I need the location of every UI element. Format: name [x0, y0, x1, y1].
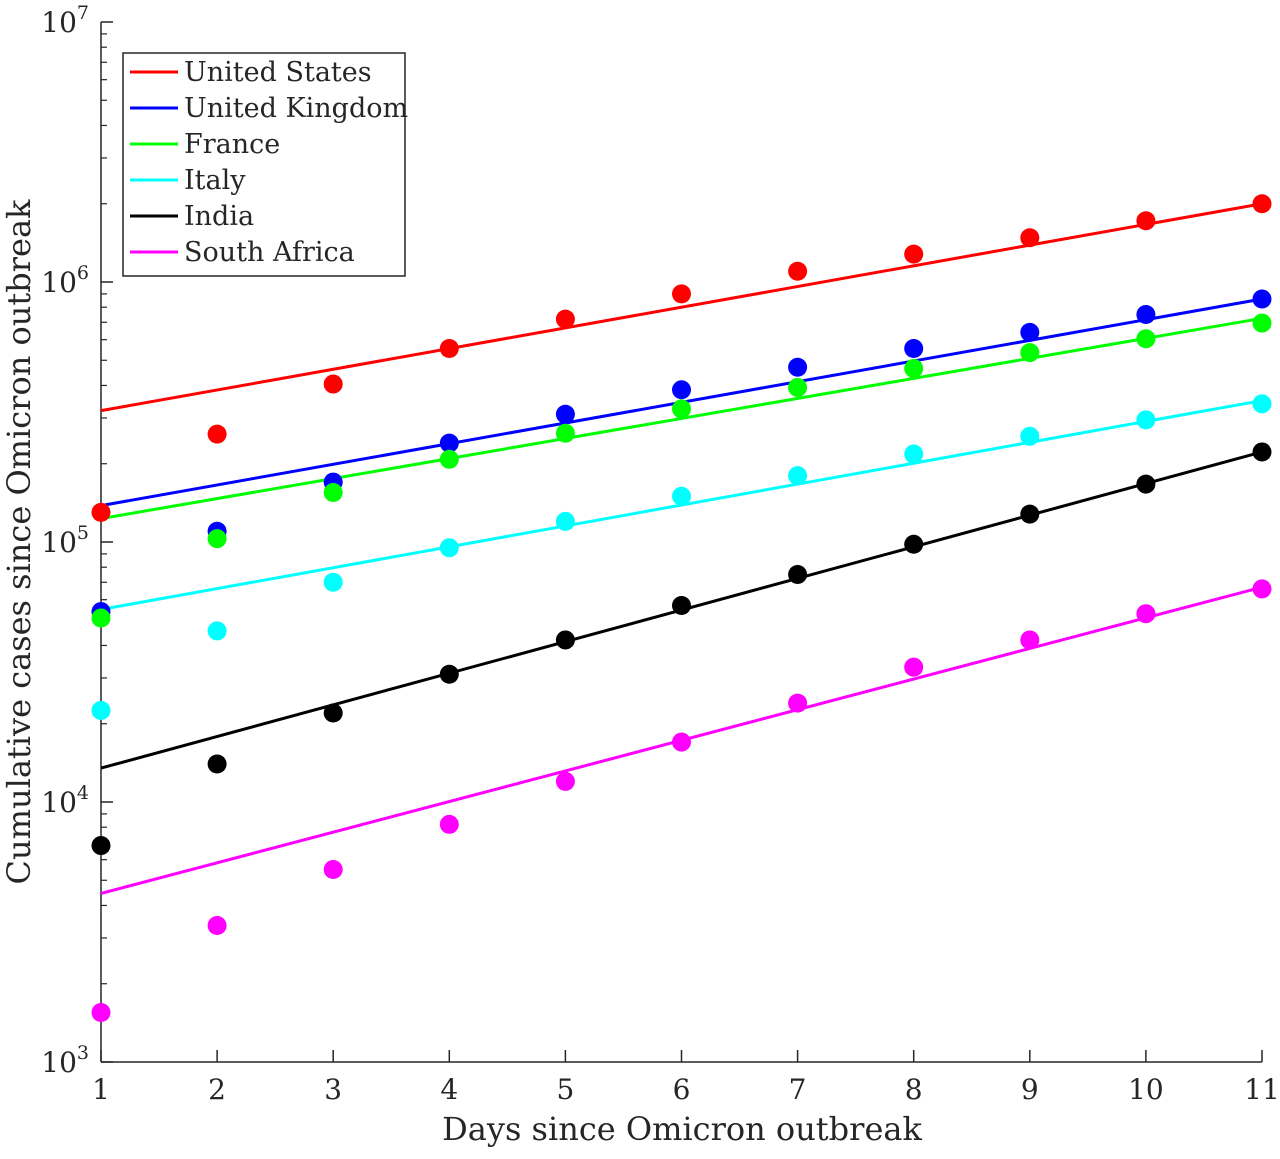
data-point-france — [904, 358, 924, 378]
data-point-south-africa — [1252, 579, 1272, 599]
data-point-south-africa — [323, 860, 343, 880]
data-point-india — [91, 836, 111, 856]
data-point-italy — [1020, 426, 1040, 446]
fit-lines — [100, 202, 1263, 895]
axes: 1 2 3 4 5 6 7 8 9 10 11 103 104 105 106 107 — [41, 2, 1280, 1106]
x-tick-label: 5 — [556, 1073, 574, 1106]
data-point-united-states — [91, 502, 111, 522]
data-point-italy — [904, 444, 924, 464]
legend-label: India — [184, 201, 254, 232]
legend-label: United States — [184, 57, 372, 88]
x-tick-label: 3 — [324, 1073, 342, 1106]
data-point-united-states — [788, 261, 808, 281]
legend-box — [122, 52, 406, 277]
data-point-italy — [788, 466, 808, 486]
data-point-united-kingdom — [904, 338, 924, 358]
fit-line-united-states — [100, 202, 1263, 413]
data-point-india — [1252, 442, 1272, 462]
data-point-india — [1136, 474, 1156, 494]
x-tick-label: 2 — [208, 1073, 226, 1106]
y-axis-label: Cumulative cases since Omicron outbreak — [0, 199, 38, 885]
fit-line-france — [100, 316, 1263, 521]
x-tick-label: 4 — [440, 1073, 458, 1106]
data-point-italy — [555, 511, 575, 531]
data-point-italy — [207, 621, 227, 641]
data-point-south-africa — [91, 1003, 111, 1023]
data-point-united-states — [672, 284, 691, 304]
x-tick-label: 9 — [1021, 1073, 1039, 1106]
data-point-france — [91, 608, 111, 628]
data-point-south-africa — [1020, 630, 1040, 650]
data-point-united-kingdom — [1136, 304, 1156, 324]
data-point-united-states — [1020, 228, 1040, 248]
x-tick-label: 6 — [673, 1073, 691, 1106]
data-point-united-kingdom — [439, 433, 459, 453]
data-point-india — [439, 664, 459, 684]
data-point-france — [555, 423, 575, 443]
data-point-india — [323, 703, 343, 723]
legend-label: United Kingdom — [184, 93, 408, 124]
data-point-south-africa — [555, 771, 575, 791]
data-point-france — [672, 399, 691, 419]
data-point-italy — [439, 538, 459, 558]
data-point-united-states — [207, 424, 227, 444]
data-point-italy — [1136, 410, 1156, 430]
data-point-india — [788, 564, 808, 584]
data-point-france — [439, 449, 459, 469]
y-tick-label: 106 — [41, 262, 89, 299]
data-point-south-africa — [207, 915, 227, 935]
x-tick-label: 1 — [92, 1073, 110, 1106]
data-point-france — [1252, 313, 1272, 333]
y-tick-label: 105 — [41, 522, 89, 559]
data-point-united-kingdom — [1020, 322, 1040, 342]
data-point-south-africa — [439, 814, 459, 834]
data-point-india — [1020, 504, 1040, 524]
data-point-united-states — [1252, 194, 1272, 214]
legend-label: South Africa — [184, 237, 355, 268]
legend-label: France — [184, 129, 280, 160]
data-point-united-states — [904, 244, 924, 264]
data-point-south-africa — [788, 693, 808, 713]
data-point-italy — [672, 486, 691, 506]
data-point-south-africa — [672, 732, 691, 752]
legend: United States United Kingdom France Italy In… — [122, 52, 408, 277]
data-point-italy — [91, 700, 111, 720]
data-point-united-states — [1136, 211, 1156, 231]
data-points — [91, 194, 1272, 1023]
data-point-united-kingdom — [555, 404, 575, 424]
data-point-france — [323, 483, 343, 503]
data-point-united-kingdom — [672, 380, 691, 400]
data-point-india — [207, 754, 227, 774]
data-point-france — [207, 529, 227, 549]
data-point-united-kingdom — [788, 357, 808, 377]
data-point-france — [1020, 343, 1040, 363]
data-point-south-africa — [904, 657, 924, 677]
legend-label: Italy — [184, 165, 246, 196]
y-tick-label: 103 — [41, 1042, 89, 1079]
x-tick-label: 11 — [1244, 1073, 1280, 1106]
data-point-france — [788, 377, 808, 397]
data-point-united-kingdom — [1252, 289, 1272, 309]
data-point-italy — [323, 572, 343, 592]
data-point-india — [672, 595, 691, 615]
data-point-italy — [1252, 394, 1272, 414]
data-point-south-africa — [1136, 604, 1156, 624]
data-point-france — [1136, 329, 1156, 349]
data-point-united-states — [323, 374, 343, 394]
data-point-united-states — [555, 309, 575, 329]
x-tick-label: 10 — [1128, 1073, 1164, 1106]
x-axis-label: Days since Omicron outbreak — [442, 1110, 922, 1148]
y-tick-label: 104 — [41, 782, 89, 819]
data-point-united-states — [439, 338, 459, 358]
y-tick-label: 107 — [41, 2, 89, 39]
x-tick-label: 8 — [905, 1073, 923, 1106]
x-tick-label: 7 — [789, 1073, 807, 1106]
data-point-india — [555, 630, 575, 650]
data-point-india — [904, 534, 924, 554]
